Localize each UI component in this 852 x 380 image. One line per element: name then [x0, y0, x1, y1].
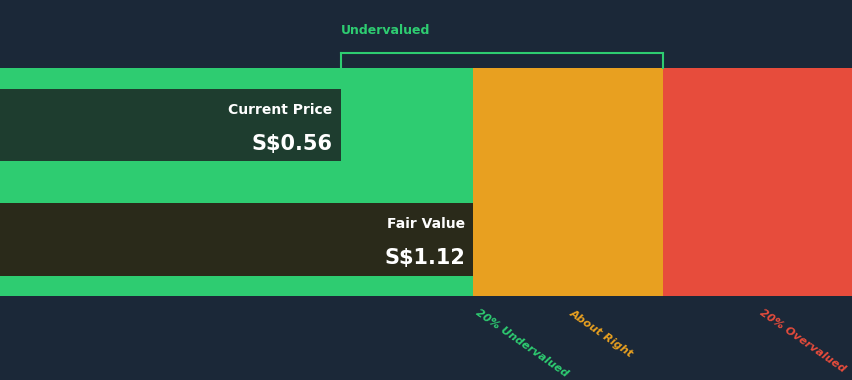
Text: Undervalued: Undervalued: [341, 24, 430, 37]
Text: S$0.56: S$0.56: [251, 135, 332, 154]
Text: 49.6%: 49.6%: [341, 0, 427, 5]
Bar: [0, 89, 341, 162]
Text: About Right: About Right: [567, 308, 635, 359]
Text: Current Price: Current Price: [228, 103, 332, 117]
Bar: [473, 68, 662, 296]
Bar: [0, 68, 473, 296]
Bar: [662, 68, 852, 296]
Bar: [0, 203, 473, 276]
Text: Fair Value: Fair Value: [386, 217, 464, 231]
Text: 20% Undervalued: 20% Undervalued: [473, 308, 569, 379]
Text: 20% Overvalued: 20% Overvalued: [757, 308, 846, 375]
Text: S$1.12: S$1.12: [383, 249, 464, 268]
